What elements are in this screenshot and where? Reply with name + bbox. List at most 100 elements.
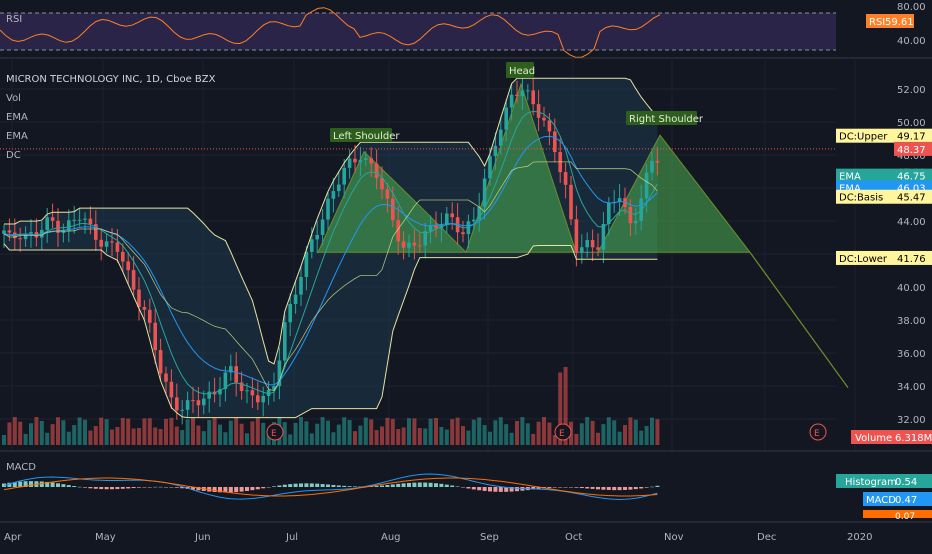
price-tag-value: 45.47 bbox=[897, 193, 926, 204]
price-tag-value: 41.76 bbox=[897, 254, 926, 265]
macd-tag-histogram-value: 0.54 bbox=[895, 477, 917, 488]
volume-bar bbox=[255, 417, 260, 445]
macd-histogram-bar bbox=[115, 487, 120, 490]
volume-bar bbox=[288, 434, 293, 445]
volume-bar bbox=[191, 417, 195, 445]
price-axis-tick: 52.00 bbox=[897, 85, 926, 96]
macd-histogram-bar bbox=[407, 482, 411, 487]
volume-bar bbox=[552, 434, 557, 445]
candlesticks bbox=[2, 78, 660, 425]
volume-bar bbox=[466, 430, 471, 445]
candle-body bbox=[234, 366, 238, 383]
price-tag-name: EMA bbox=[839, 172, 861, 183]
macd-histogram-bar bbox=[380, 485, 384, 487]
candle-body bbox=[115, 242, 120, 252]
candle-body bbox=[175, 397, 179, 411]
candle-body bbox=[320, 219, 325, 235]
candle-body bbox=[515, 94, 519, 97]
macd-histogram-bar bbox=[396, 483, 401, 487]
macd-tag-histogram-name: Histogram bbox=[845, 477, 897, 488]
macd-histogram-bar bbox=[272, 486, 276, 487]
volume-bar bbox=[444, 429, 449, 445]
candle-body bbox=[67, 220, 71, 231]
volume-tag-value: 6.318M bbox=[895, 433, 932, 444]
macd-histogram-bar bbox=[309, 483, 314, 487]
price-axis-tick: 44.00 bbox=[897, 217, 926, 228]
volume-bar bbox=[428, 418, 433, 445]
candle-body bbox=[369, 158, 373, 164]
time-axis-tick: Sep bbox=[480, 532, 499, 543]
macd-histogram-bar bbox=[245, 487, 249, 491]
volume-bar bbox=[34, 417, 39, 445]
macd-histogram-bar bbox=[466, 487, 471, 489]
macd-histogram-bar bbox=[650, 486, 654, 488]
price-tag-name: DC:Basis bbox=[839, 193, 883, 204]
macd-histogram-bar bbox=[633, 487, 638, 490]
macd-histogram-bar bbox=[585, 487, 590, 489]
volume-bar bbox=[509, 432, 514, 445]
volume-bar bbox=[207, 419, 212, 445]
time-axis-tick: May bbox=[95, 532, 116, 543]
price-axis-tick: 40.00 bbox=[897, 283, 926, 294]
macd-histogram-bar bbox=[315, 483, 320, 487]
macd-histogram-bar bbox=[455, 486, 460, 487]
candle-body bbox=[99, 239, 103, 247]
candle-body bbox=[634, 221, 638, 224]
macd-histogram-bar bbox=[93, 487, 98, 489]
volume-bar bbox=[520, 417, 525, 445]
candle-body bbox=[331, 191, 336, 199]
candle-body bbox=[288, 304, 292, 323]
volume-bar bbox=[471, 419, 476, 445]
rsi-value-tag bbox=[866, 14, 914, 28]
macd-histogram-bar bbox=[218, 487, 222, 493]
time-axis-tick: Aug bbox=[381, 532, 401, 543]
macd-histogram-bar bbox=[131, 487, 136, 489]
volume-bar bbox=[336, 424, 341, 445]
macd-histogram-bar bbox=[7, 482, 12, 487]
candle-body bbox=[401, 241, 406, 248]
macd-histogram-bar bbox=[228, 487, 233, 493]
left-shoulder-label-bg bbox=[330, 128, 392, 142]
candle-body bbox=[88, 218, 93, 225]
candle-body bbox=[196, 400, 201, 406]
candle-body bbox=[536, 104, 541, 118]
candle-body bbox=[364, 158, 368, 160]
macd-histogram-bar bbox=[482, 487, 487, 491]
candle-body bbox=[56, 220, 60, 233]
volume-bar bbox=[164, 418, 168, 445]
macd-histogram-bar bbox=[299, 483, 303, 487]
volume-bar bbox=[88, 430, 93, 445]
candle-body bbox=[617, 198, 622, 202]
macd-histogram-bar bbox=[147, 487, 152, 488]
candle-body bbox=[191, 400, 195, 402]
macd-histogram-bar bbox=[606, 487, 611, 490]
volume-bar bbox=[504, 424, 509, 445]
volume-bar bbox=[385, 417, 390, 445]
candle-body bbox=[590, 240, 595, 248]
candle-body bbox=[488, 156, 492, 179]
candle-body bbox=[277, 360, 282, 387]
candle-body bbox=[326, 198, 330, 220]
candle-body bbox=[299, 276, 303, 295]
macd-histogram-bar bbox=[12, 482, 17, 487]
chart-title: MICRON TECHNOLOGY INC, 1D, Cboe BZX bbox=[6, 74, 216, 85]
candle-body bbox=[158, 350, 163, 374]
candle-body bbox=[461, 232, 465, 235]
candle-body bbox=[396, 220, 400, 242]
candle-body bbox=[553, 131, 557, 153]
candle-body bbox=[310, 239, 314, 252]
rsi-label: RSI bbox=[6, 14, 22, 25]
volume-bar bbox=[120, 418, 125, 445]
candle-body bbox=[77, 219, 82, 221]
macd-histogram-bar bbox=[282, 484, 287, 487]
candle-body bbox=[283, 322, 287, 361]
volume-bar bbox=[617, 431, 622, 445]
macd-histogram-bar bbox=[45, 481, 50, 487]
volume-bar bbox=[315, 423, 320, 445]
candle-body bbox=[23, 233, 28, 240]
volume-bar bbox=[585, 417, 590, 445]
head-label-bg bbox=[506, 62, 534, 78]
macd-histogram-bar bbox=[196, 487, 201, 491]
volume-bar bbox=[174, 426, 179, 445]
